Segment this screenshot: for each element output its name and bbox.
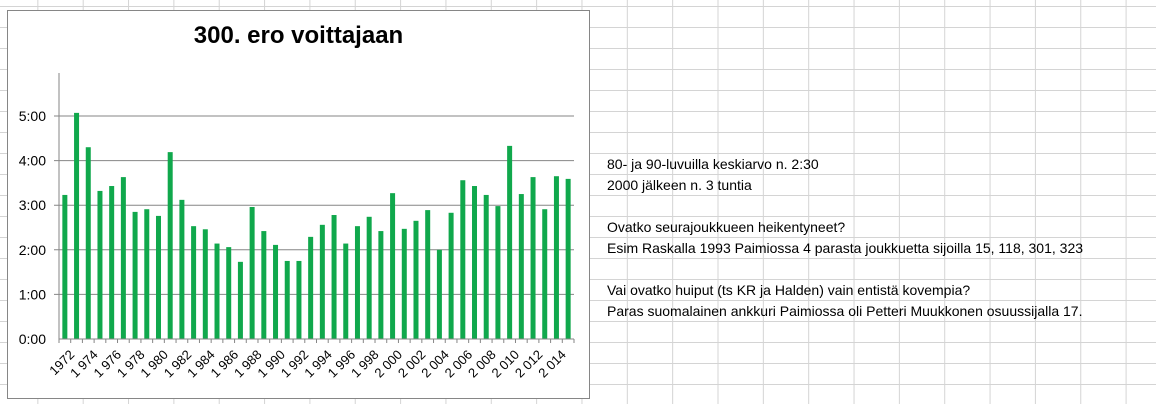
bar-1987 [237,261,243,339]
bar-1998 [366,216,372,339]
y-tick-label: 1:00 [19,286,46,302]
bar-1990 [273,244,279,339]
bar-2008 [483,194,489,339]
bar-2010 [507,145,513,339]
chart-title: 300. ero voittajaan [193,22,404,49]
bar-1992 [296,260,302,339]
bar-1997 [354,226,360,339]
bar-1985 [214,243,220,339]
bar-2004 [436,249,442,339]
bar-1977 [120,177,126,339]
note-line[interactable]: 80- ja 90-luvuilla keskiarvo n. 2:30 [607,156,819,172]
bar-1976 [109,186,115,339]
bar-1974 [85,147,91,339]
bar-2012 [530,177,536,339]
y-tick-label: 0:00 [19,331,46,347]
bar-2011 [518,194,524,339]
note-line[interactable]: Ovatko seurajoukkueen heikentyneet? [607,219,846,235]
note-line[interactable]: 2000 jälkeen n. 3 tuntia [607,177,752,193]
bar-2000 [390,193,396,339]
bar-2013 [542,209,548,339]
bar-1991 [284,260,290,339]
bar-2005 [448,212,454,339]
bar-1999 [378,231,384,339]
note-line[interactable]: Esim Raskalla 1993 Paimiossa 4 parasta j… [607,240,1084,256]
note-line[interactable]: Vai ovatko huiput (ts KR ja Halden) vain… [607,282,971,298]
bar-chart[interactable]: 300. ero voittajaan 0:00 1:00 2:00 3:00 4:00… [7,10,590,399]
bar-1978 [132,211,138,339]
y-tick-label: 3:00 [19,197,46,213]
bar-1995 [331,215,337,339]
bar-1994 [319,224,325,339]
bar-1993 [308,236,314,339]
notes-text-block: 80- ja 90-luvuilla keskiarvo n. 2:30 200… [607,154,1083,322]
bar-2006 [460,180,466,339]
bar-1981 [167,152,173,339]
bar-1983 [191,226,197,339]
x-tick-label: 2 014 [535,347,569,381]
bar-1988 [249,206,255,339]
note-line[interactable]: Paras suomalainen ankkuri Paimiossa oli … [607,303,1083,319]
bar-1984 [202,229,208,339]
y-tick-label: 2:00 [19,242,46,258]
bar-1982 [179,199,185,339]
note-line[interactable] [607,259,1083,280]
bar-2002 [413,220,419,339]
bar-1996 [343,243,349,339]
bar-1979 [144,209,150,339]
bar-1986 [226,247,232,339]
bar-1973 [74,112,80,340]
bar-1989 [261,231,267,339]
bar-2009 [495,206,501,339]
bar-2015 [565,178,571,339]
bar-2007 [472,186,478,339]
y-tick-label: 4:00 [19,153,46,169]
bar-2014 [553,176,559,339]
bar-2003 [425,210,431,339]
bar-1980 [155,215,161,339]
y-tick-label: 5:00 [19,108,46,124]
note-line[interactable] [607,196,1083,217]
bar-1972 [62,194,68,339]
bar-1975 [97,190,103,339]
bar-2001 [401,228,407,339]
